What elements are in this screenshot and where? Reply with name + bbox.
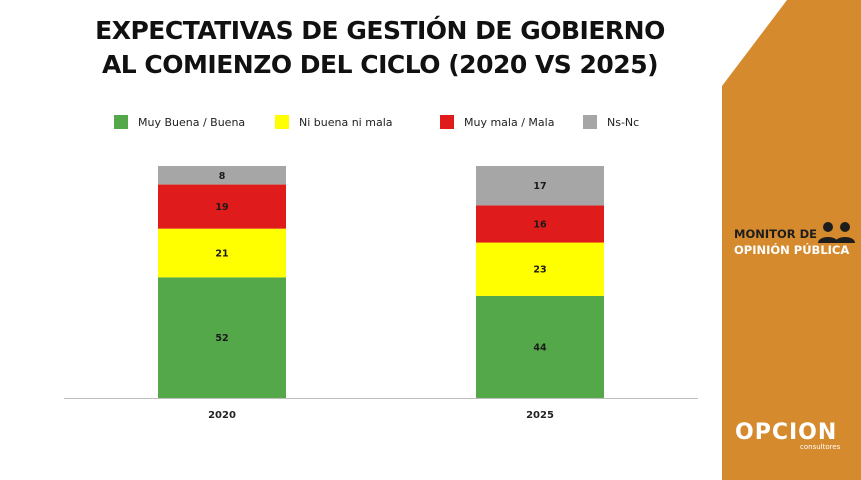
legend-label: Ni buena ni mala [299,115,393,129]
monitor-line-1: MONITOR DE [734,227,818,241]
legend-swatch [440,115,454,129]
legend-swatch [583,115,597,129]
monitor-label: MONITOR DE OPINIÓN PÚBLICA [734,226,858,258]
bar-segment-2025-2 [476,205,604,243]
legend-label: Muy Buena / Buena [138,115,246,129]
data-label-2020-0: 52 [215,333,228,344]
legend-item-muy-buena: Muy Buena / Buena [114,114,245,130]
legend-swatch [275,115,289,129]
legend-item-ns-nc: Ns-Nc [583,114,639,130]
bar-segment-2025-1 [476,242,604,296]
legend-item-ni-buena-ni-mala: Ni buena ni mala [275,114,393,130]
x-tick-label-2025: 2025 [526,410,554,421]
bar-segment-2020-2 [158,184,286,229]
legend-item-muy-mala: Muy mala / Mala [440,114,554,130]
data-label-2025-2: 16 [533,220,547,231]
legend-label: Ns-Nc [607,115,640,129]
chart-title-line-2: AL COMIENZO DEL CICLO (2020 VS 2025) [101,50,659,79]
x-tick-label-2020: 2020 [208,410,236,421]
chart-title-line-1: EXPECTATIVAS DE GESTIÓN DE GOBIERNO [95,16,665,45]
monitor-line-2: OPINIÓN PÚBLICA [734,243,850,257]
data-label-2020-2: 19 [215,202,228,213]
data-label-2025-0: 44 [533,342,547,353]
data-label-2025-1: 23 [533,265,546,276]
data-label-2020-3: 8 [219,171,226,182]
legend-label: Muy mala / Mala [464,115,555,129]
bar-segment-2020-1 [158,228,286,278]
stacked-bar-chart: 52 21 19 8 2020 44 23 16 17 2025 [64,166,698,421]
chart-title: EXPECTATIVAS DE GESTIÓN DE GOBIERNO AL C… [0,14,760,82]
opcion-logo: OPCION [735,420,838,445]
opcion-logo-sub: consultores [800,443,841,451]
side-band-notch [722,0,787,86]
legend-swatch [114,115,128,129]
bar-segment-2025-3 [476,166,604,206]
bar-segment-2025-0 [476,295,604,398]
data-label-2020-1: 21 [215,249,228,260]
bar-segment-2020-0 [158,277,286,398]
bar-segment-2020-3 [158,166,286,185]
people-icon [818,222,855,243]
data-label-2025-3: 17 [533,181,546,192]
